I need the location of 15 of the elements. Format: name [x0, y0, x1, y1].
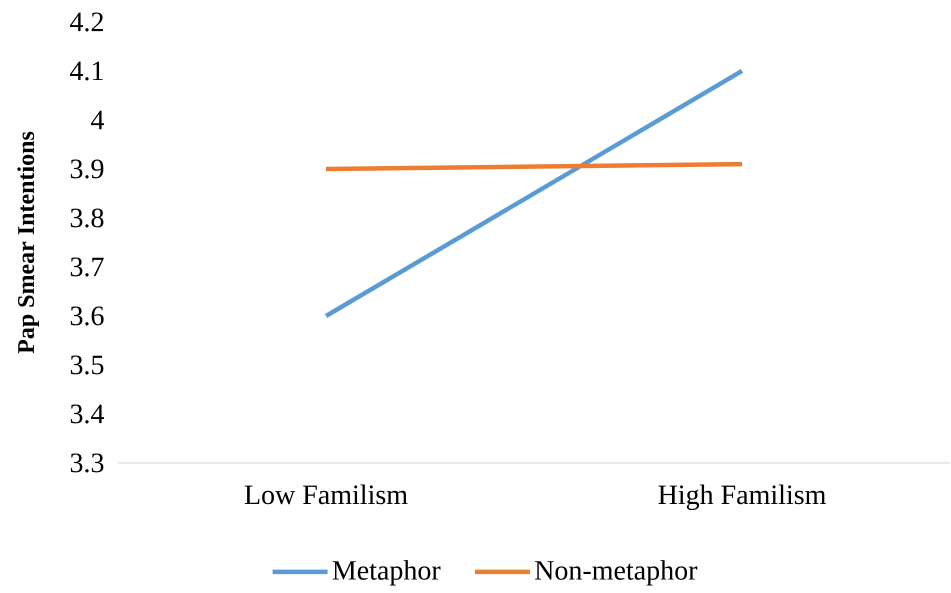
x-tick-label: Low Familism	[244, 484, 408, 504]
legend-label: Non-metaphor	[534, 560, 698, 586]
y-tick-label: 4	[91, 110, 104, 130]
y-tick-label: 4.2	[70, 12, 103, 32]
y-tick-label: 3.8	[70, 208, 104, 228]
x-tick-label: High Familism	[658, 484, 826, 510]
y-axis-title: Pap Smear Intentions	[17, 132, 40, 354]
y-tick-label: 3.6	[70, 306, 104, 326]
y-tick-label: 4.1	[70, 62, 103, 80]
y-tick-label: 3.3	[70, 454, 104, 472]
legend-label: Metaphor	[332, 560, 440, 586]
y-tick-label: 3.7	[70, 258, 104, 276]
y-tick-label: 3.4	[70, 404, 104, 424]
y-tick-label: 3.9	[70, 160, 104, 178]
y-tick-label: 3.5	[70, 356, 104, 374]
